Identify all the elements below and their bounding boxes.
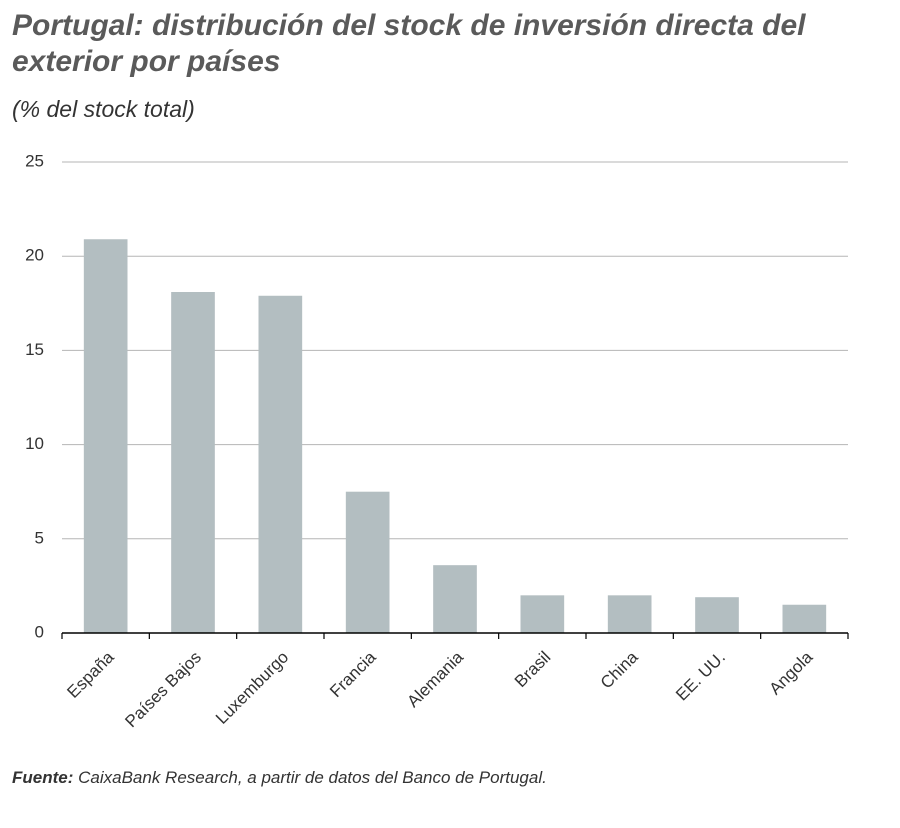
x-tick-label: Francia (326, 647, 380, 701)
bar (782, 604, 827, 633)
x-tick-label: Alemania (403, 647, 467, 711)
x-tick-label: España (63, 647, 118, 702)
source: Fuente: CaixaBank Research, a partir de … (12, 768, 547, 788)
bar (345, 491, 390, 633)
x-tick-label: Brasil (511, 648, 554, 691)
source-text: CaixaBank Research, a partir de datos de… (78, 768, 547, 787)
bar (171, 291, 215, 633)
y-tick-label: 5 (35, 528, 44, 547)
x-tick-label: Países Bajos (121, 648, 205, 732)
y-tick-label: 20 (25, 246, 44, 265)
bar (520, 595, 565, 633)
source-label: Fuente: (12, 768, 74, 787)
y-tick-label: 10 (25, 434, 44, 453)
bar (258, 295, 303, 633)
y-tick-label: 0 (35, 622, 44, 641)
bar (83, 239, 128, 633)
chart-subtitle: (% del stock total) (12, 96, 195, 122)
bar (607, 595, 652, 633)
chart-title: Portugal: distribución del stock de inve… (12, 9, 806, 78)
bar (695, 597, 739, 633)
x-tick-label: China (597, 647, 642, 692)
bar (433, 565, 477, 633)
x-tick-label: Angola (765, 647, 816, 698)
x-tick-label: EE. UU. (672, 648, 729, 705)
y-tick-label: 25 (25, 151, 44, 170)
y-tick-label: 15 (25, 340, 44, 359)
x-tick-label: Luxemburgo (212, 648, 292, 728)
